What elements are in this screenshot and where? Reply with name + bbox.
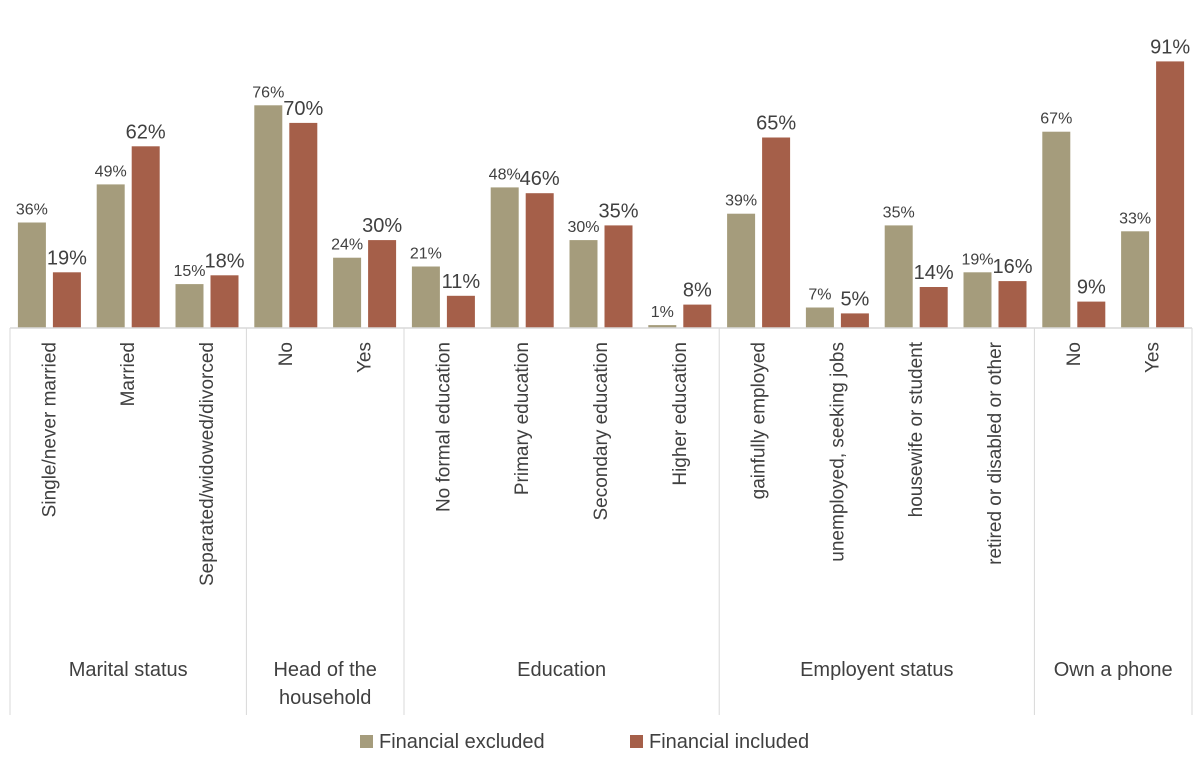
category-label: No — [1064, 342, 1085, 366]
data-label: 65% — [756, 113, 796, 135]
category-label: Higher education — [670, 342, 691, 486]
data-label: 33% — [1119, 210, 1151, 227]
bar-included — [762, 137, 791, 328]
data-label: 48% — [489, 166, 521, 183]
bar-excluded — [490, 187, 519, 328]
bar-included — [289, 122, 318, 329]
bar-included — [840, 313, 869, 329]
data-label: 16% — [992, 256, 1032, 278]
data-label: 19% — [47, 247, 87, 269]
bar-included — [1156, 61, 1185, 329]
category-label: No formal education — [433, 342, 454, 512]
bar-excluded — [963, 272, 992, 328]
data-label: 9% — [1077, 277, 1106, 299]
data-label: 39% — [725, 193, 757, 210]
bar-excluded — [17, 222, 46, 328]
category-label: Separated/widowed/divorced — [197, 342, 218, 586]
bar-included — [368, 240, 397, 328]
category-label: Single/never married — [39, 342, 60, 517]
data-label: 30% — [567, 219, 599, 236]
data-label: 70% — [283, 98, 323, 120]
data-label: 19% — [961, 251, 993, 268]
data-label: 18% — [204, 250, 244, 272]
bar-excluded — [254, 105, 283, 328]
category-label: housewife or student — [906, 341, 927, 517]
data-label: 24% — [331, 237, 363, 254]
bar-included — [525, 193, 554, 328]
data-label: 21% — [410, 246, 442, 263]
bar-excluded — [727, 213, 756, 328]
data-label: 91% — [1150, 36, 1190, 58]
legend-label: Financial excluded — [379, 731, 545, 753]
bar-excluded — [1121, 231, 1150, 328]
data-label: 62% — [126, 121, 166, 143]
category-label: Yes — [1143, 342, 1164, 373]
category-label: unemployed, seeking jobs — [827, 342, 848, 562]
category-label: No — [276, 342, 297, 366]
data-label: 36% — [16, 202, 48, 219]
data-label: 67% — [1040, 111, 1072, 128]
category-label: gainfully employed — [749, 342, 770, 499]
category-label: Primary education — [512, 342, 533, 495]
data-label: 11% — [442, 271, 481, 293]
category-label: retired or disabled or other — [985, 341, 1006, 565]
data-label: 5% — [840, 288, 869, 310]
bar-included — [210, 275, 239, 328]
group-label: Head of the — [273, 659, 376, 681]
category-label: Yes — [355, 342, 376, 373]
bar-included — [131, 146, 160, 328]
bar-included — [1077, 301, 1106, 328]
category-label: Married — [118, 342, 139, 406]
bar-excluded — [884, 225, 913, 328]
bar-included — [446, 295, 475, 328]
data-label: 1% — [651, 304, 674, 321]
group-label: Marital status — [69, 659, 188, 681]
bar-excluded — [1042, 131, 1071, 328]
legend-swatch — [360, 735, 373, 748]
data-label: 15% — [173, 263, 205, 280]
group-label: Education — [517, 659, 606, 681]
group-label: Employent status — [800, 659, 953, 681]
data-label: 76% — [252, 84, 284, 101]
bar-excluded — [569, 240, 598, 328]
bar-excluded — [175, 284, 204, 329]
group-label: household — [279, 687, 371, 709]
data-label: 8% — [683, 280, 712, 302]
data-label: 35% — [883, 204, 915, 221]
legend-label: Financial included — [649, 731, 809, 753]
bar-excluded — [333, 257, 362, 328]
data-label: 14% — [914, 262, 954, 284]
data-label: 7% — [808, 287, 831, 304]
bar-included — [683, 304, 712, 328]
bar-excluded — [648, 325, 677, 328]
bar-excluded — [805, 307, 834, 328]
bar-excluded — [411, 266, 440, 328]
bar-included — [998, 281, 1027, 328]
data-label: 46% — [520, 168, 560, 190]
legend-swatch — [630, 735, 643, 748]
bar-included — [919, 287, 948, 328]
data-label: 30% — [362, 215, 402, 237]
bar-excluded — [96, 184, 125, 328]
group-label: Own a phone — [1054, 659, 1173, 681]
data-label: 35% — [598, 200, 638, 222]
bar-included — [52, 272, 81, 328]
category-label: Secondary education — [591, 342, 612, 521]
data-label: 49% — [95, 163, 127, 180]
bar-included — [604, 225, 633, 328]
